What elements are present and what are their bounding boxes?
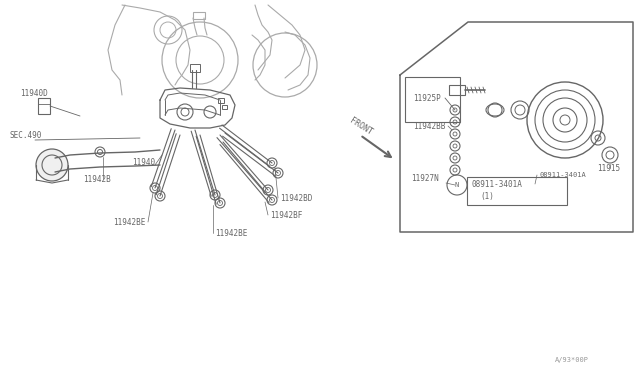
Text: SEC.490: SEC.490 [10, 131, 42, 140]
Text: (1): (1) [480, 192, 494, 201]
Bar [190, 64, 200, 72]
Bar [405, 77, 460, 122]
Text: 11925P: 11925P [413, 93, 441, 103]
Bar [222, 105, 227, 109]
Bar [38, 98, 50, 114]
Text: N: N [455, 182, 459, 188]
Text: 08911-3401A: 08911-3401A [540, 172, 587, 178]
Bar [449, 85, 465, 95]
Text: 11940D: 11940D [20, 89, 48, 97]
Bar [218, 98, 224, 103]
Text: 11942BE: 11942BE [113, 218, 145, 227]
Text: FRONT: FRONT [348, 116, 374, 137]
Text: 11942BB: 11942BB [413, 122, 445, 131]
Bar [467, 177, 567, 205]
Text: 11942BD: 11942BD [280, 193, 312, 202]
Text: 11940: 11940 [132, 157, 155, 167]
Text: A/93*00P: A/93*00P [555, 357, 589, 363]
Text: 11927N: 11927N [411, 173, 439, 183]
Text: 08911-3401A: 08911-3401A [471, 180, 522, 189]
Circle shape [36, 149, 68, 181]
Text: 11942B: 11942B [83, 174, 111, 183]
Text: 11942BF: 11942BF [270, 211, 302, 219]
Text: 11942BE: 11942BE [215, 228, 248, 237]
Bar [193, 12, 205, 19]
Text: 11915: 11915 [597, 164, 620, 173]
